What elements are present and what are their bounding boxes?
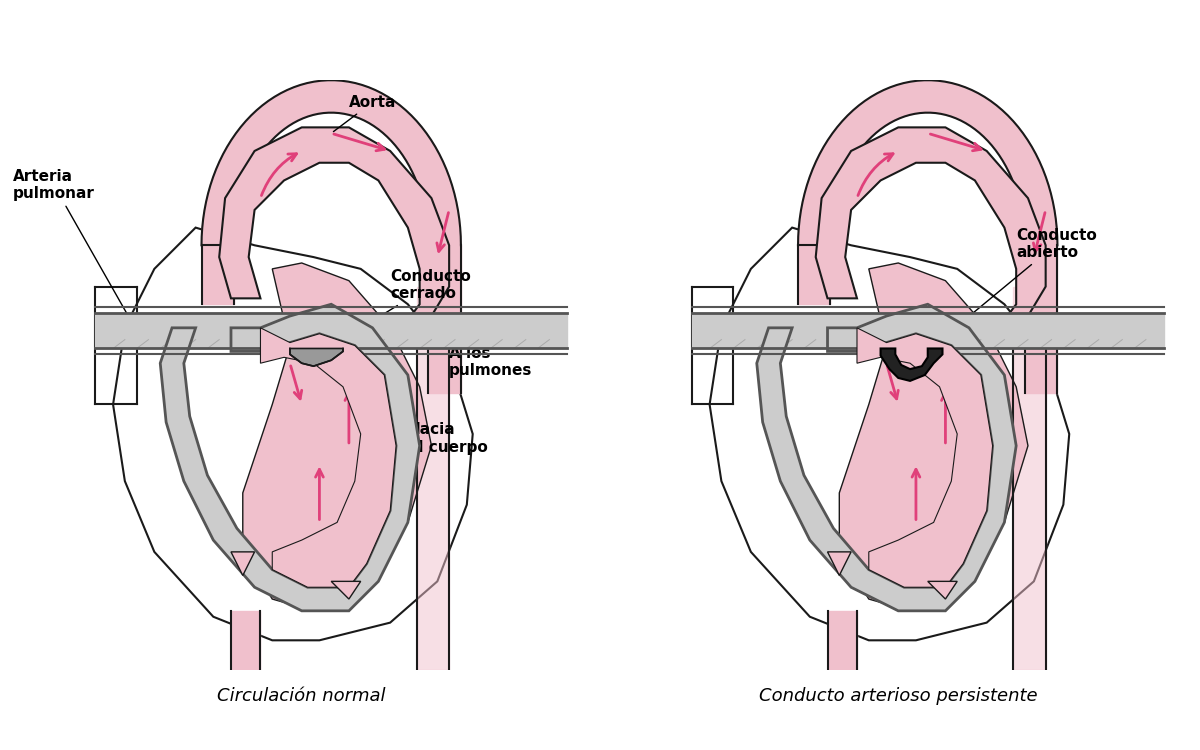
Polygon shape [230,552,254,575]
Polygon shape [816,128,1045,328]
Polygon shape [881,349,942,381]
Text: Conducto arterioso persistente: Conducto arterioso persistente [758,688,1038,706]
Polygon shape [839,263,1028,610]
Polygon shape [416,286,449,670]
Text: Aorta: Aorta [334,94,396,131]
Text: Arteria
pulmonar: Arteria pulmonar [13,169,136,328]
Polygon shape [95,313,568,349]
Polygon shape [242,263,432,610]
Polygon shape [113,227,473,640]
Polygon shape [290,349,343,366]
Polygon shape [709,227,1069,640]
Text: A los
pulmones: A los pulmones [434,332,533,378]
Polygon shape [757,304,1016,610]
Polygon shape [928,581,958,599]
Polygon shape [220,128,449,328]
Polygon shape [798,245,830,304]
Polygon shape [202,245,234,304]
Polygon shape [428,245,461,393]
Polygon shape [331,581,361,599]
Polygon shape [828,610,857,670]
Polygon shape [828,552,851,575]
Polygon shape [692,313,1164,349]
Polygon shape [230,610,260,670]
Text: Conducto
abierto: Conducto abierto [918,227,1097,358]
Polygon shape [260,328,396,587]
Text: Hacia
el cuerpo: Hacia el cuerpo [352,406,487,454]
Polygon shape [161,304,420,610]
Polygon shape [798,80,1057,245]
Polygon shape [1025,245,1057,393]
Text: Conducto
cerrado: Conducto cerrado [316,268,470,356]
Polygon shape [1013,286,1045,670]
Polygon shape [202,80,461,245]
Polygon shape [857,328,992,587]
Text: Circulación normal: Circulación normal [217,688,386,706]
